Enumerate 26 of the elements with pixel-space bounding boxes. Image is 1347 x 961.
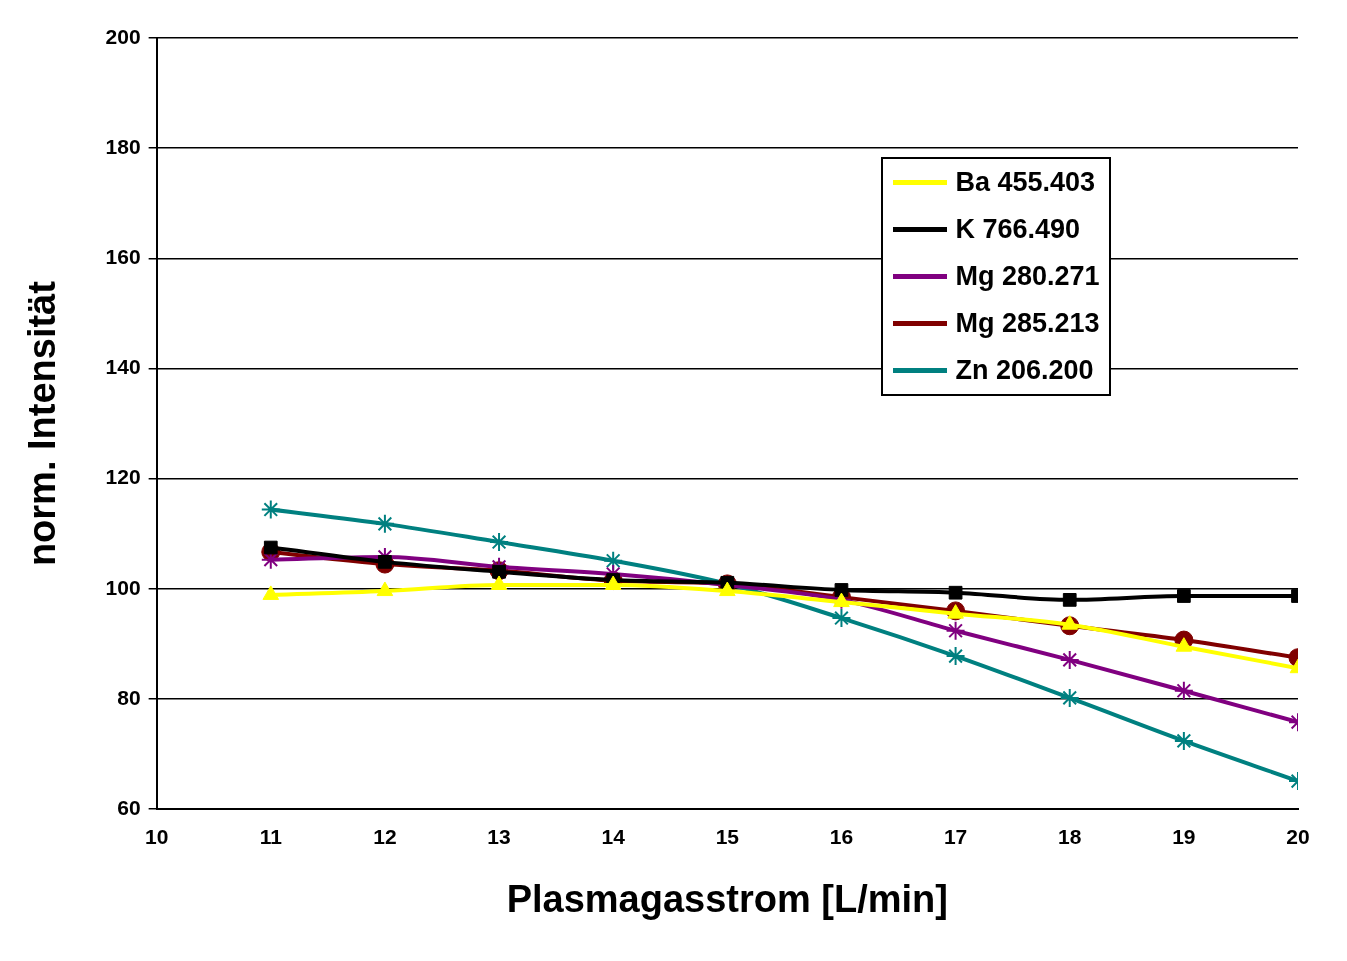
y-tick-label: 100 bbox=[105, 575, 141, 599]
y-tick-label: 180 bbox=[105, 134, 141, 158]
x-tick-label: 16 bbox=[829, 824, 854, 848]
x-tick-label: 14 bbox=[601, 824, 626, 848]
x-tick-label: 12 bbox=[373, 824, 397, 848]
x-tick-label: 15 bbox=[715, 824, 740, 848]
y-tick-label: 140 bbox=[105, 355, 141, 379]
x-axis-title: Plasmagasstrom [L/min] bbox=[506, 877, 948, 920]
x-tick-label: 11 bbox=[259, 824, 283, 848]
x-tick-label: 13 bbox=[487, 824, 511, 848]
legend-label: Ba 455.403 bbox=[955, 166, 1096, 198]
y-tick-label: 60 bbox=[117, 796, 141, 819]
x-tick-label: 17 bbox=[943, 824, 968, 848]
x-tick-label: 20 bbox=[1286, 824, 1310, 848]
legend-label: Mg 280.271 bbox=[955, 260, 1100, 292]
x-tick-label: 19 bbox=[1172, 824, 1196, 848]
y-tick-label: 120 bbox=[105, 465, 141, 489]
y-axis-title: norm. Intensität bbox=[21, 280, 64, 567]
x-tick-label: 18 bbox=[1058, 824, 1082, 848]
y-tick-label: 80 bbox=[117, 685, 141, 709]
y-tick-label: 160 bbox=[105, 245, 141, 269]
legend-label: Zn 206.200 bbox=[955, 354, 1094, 386]
x-tick-label: 10 bbox=[144, 824, 169, 848]
y-tick-label: 200 bbox=[105, 24, 141, 48]
legend-label: Mg 285.213 bbox=[955, 307, 1100, 339]
legend-label: K 766.490 bbox=[955, 213, 1080, 245]
